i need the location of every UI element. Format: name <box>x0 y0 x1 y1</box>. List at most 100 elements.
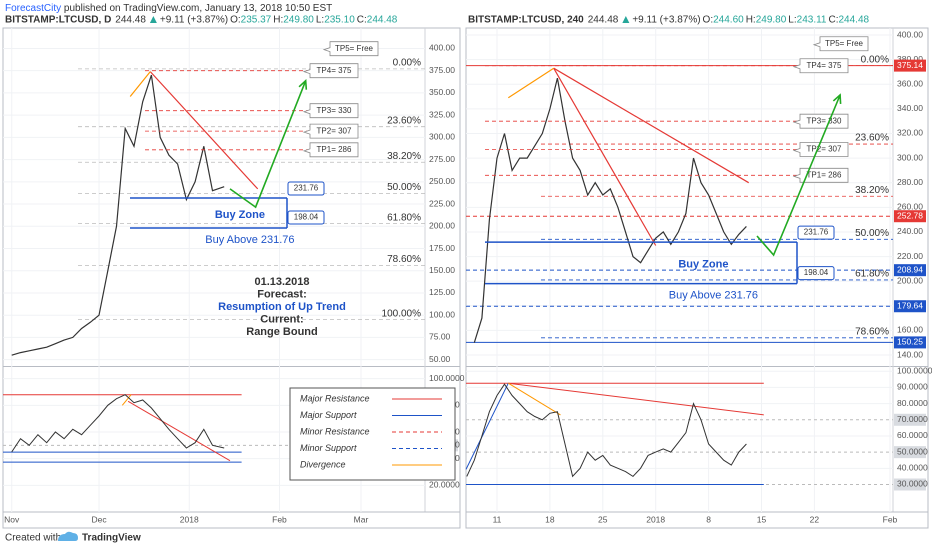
target-callout <box>812 36 869 52</box>
y-tick-label: 280.00 <box>897 177 923 187</box>
y-tick-label: 200.00 <box>429 221 455 231</box>
target-callout <box>302 63 359 79</box>
ohlc-label: H: <box>746 15 756 26</box>
legend-label: Major Resistance <box>300 393 370 403</box>
ohlc-label: L: <box>788 15 796 26</box>
fib-label: 0.00% <box>861 54 889 65</box>
fib-label: 78.60% <box>855 326 889 337</box>
target-callout <box>302 142 359 158</box>
fib-label: 38.20% <box>855 185 889 196</box>
brand-logo <box>58 531 78 541</box>
y-tick-label: 325.00 <box>429 109 455 119</box>
y-tick-label: 100.00 <box>429 309 455 319</box>
osc-line <box>466 383 747 478</box>
trend-line <box>553 67 657 246</box>
price-label: 150.25 <box>897 337 923 347</box>
last-price: 244.48 <box>588 15 619 26</box>
x-tick-label: 22 <box>810 514 820 524</box>
symbol: BITSTAMP:LTCUSD, D <box>5 15 111 26</box>
buy-zone-label: Buy Zone <box>678 259 728 271</box>
panel-frame <box>2 27 461 529</box>
price-label-box <box>894 210 926 223</box>
buy-zone-box <box>797 266 835 281</box>
price-label-box <box>894 59 926 72</box>
legend-label: Minor Support <box>300 443 357 453</box>
price-label: 252.78 <box>897 210 923 220</box>
x-tick-label: Nov <box>4 514 20 524</box>
target-label: TP2= 307 <box>317 126 352 135</box>
osc-level-line <box>508 382 764 416</box>
y-tick-label: 340.00 <box>897 103 923 113</box>
buy-zone-box <box>797 225 835 240</box>
trend-line <box>553 67 750 184</box>
osc-tick-label: 80.0000 <box>897 398 928 408</box>
price-line <box>11 74 225 356</box>
ohlc-label: L: <box>316 15 324 26</box>
author: ForecastCity <box>5 3 61 14</box>
buy-zone-label: Buy Zone <box>215 209 265 221</box>
change: +9.11 (+3.87%) <box>632 15 700 26</box>
panel-frame <box>465 27 929 529</box>
target-callout <box>792 58 849 74</box>
osc-highlight-label: 30.0000 <box>897 479 928 489</box>
forecast-text: Range Bound <box>246 326 318 338</box>
osc-highlight-box <box>894 413 926 426</box>
x-tick-label: 2018 <box>646 514 665 524</box>
fib-label: 38.20% <box>387 151 421 162</box>
forecast-text: Resumption of Up Trend <box>218 301 346 313</box>
forecast-text: Forecast: <box>257 288 307 300</box>
y-tick-label: 160.00 <box>897 325 923 335</box>
target-label: TP2= 307 <box>807 145 842 154</box>
target-label: TP5= Free <box>825 39 864 48</box>
ohlc-value: 235.10 <box>324 15 355 26</box>
y-tick-label: 375.00 <box>429 65 455 75</box>
arrow-head <box>832 93 842 104</box>
buy-zone-note: Buy Above 231.76 <box>205 234 294 246</box>
fib-label: 50.00% <box>855 228 889 239</box>
ohlc-value: 244.48 <box>838 15 869 26</box>
x-tick-label: 15 <box>757 514 767 524</box>
osc-highlight-box <box>894 446 926 459</box>
x-tick-label: Dec <box>91 514 107 524</box>
osc-line <box>11 394 225 453</box>
osc-highlight-label: 70.0000 <box>897 414 928 424</box>
footer-brand[interactable]: TradingView <box>82 533 141 544</box>
y-tick-label: 140.00 <box>897 349 923 359</box>
osc-tick-label: 40.0000 <box>897 463 928 473</box>
osc-highlight-box <box>894 478 926 491</box>
change: +9.11 (+3.87%) <box>160 15 228 26</box>
price-label-box <box>894 336 926 349</box>
target-callout <box>792 142 849 157</box>
target-label: TP5= Free <box>335 44 374 53</box>
y-tick-label: 125.00 <box>429 287 455 297</box>
ohlc-value: 243.11 <box>797 15 827 26</box>
fib-label: 23.60% <box>387 115 421 126</box>
target-label: TP3= 330 <box>807 116 842 125</box>
buy-zone-value: 198.04 <box>294 213 319 222</box>
x-tick-label: 11 <box>493 514 502 524</box>
y-tick-label: 175.00 <box>429 243 455 253</box>
legend-label: Minor Resistance <box>300 426 370 436</box>
ohlc-value: 249.80 <box>283 15 314 26</box>
osc-level-line <box>508 382 561 416</box>
ohlc-value: 235.37 <box>241 15 272 26</box>
osc-tick-label: 100.0000 <box>897 365 932 375</box>
forecast-arrow <box>756 94 841 257</box>
y-tick-label: 320.00 <box>897 128 923 138</box>
target-label: TP1= 286 <box>317 145 352 154</box>
ohlc-label: C: <box>357 15 367 26</box>
arrow-head <box>298 79 308 90</box>
ohlc-label: H: <box>273 15 283 26</box>
y-tick-label: 400.00 <box>897 29 923 39</box>
fib-label: 78.60% <box>387 254 421 265</box>
target-callout <box>322 41 379 57</box>
symbol: BITSTAMP:LTCUSD, 240 <box>468 15 584 26</box>
publish-info: published on TradingView.com, January 13… <box>64 3 332 14</box>
footer-text: Created with <box>5 533 61 544</box>
fib-label: 0.00% <box>393 58 421 69</box>
x-tick-label: Mar <box>354 514 369 524</box>
osc-tick-label: 90.0000 <box>897 382 928 392</box>
y-tick-label: 300.00 <box>897 152 923 162</box>
buy-zone-value: 198.04 <box>804 268 829 277</box>
